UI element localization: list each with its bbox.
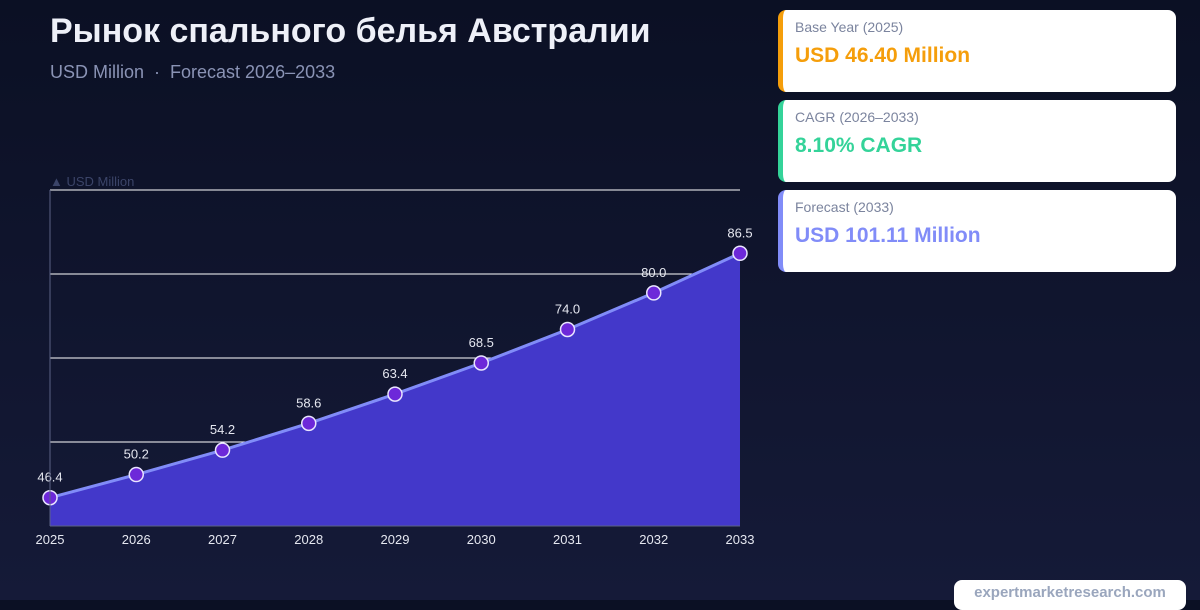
x-tick-label: 2033 bbox=[726, 532, 755, 547]
value-label: 50.2 bbox=[124, 447, 149, 462]
x-tick-label: 2031 bbox=[553, 532, 582, 547]
stat-card: Base Year (2025) USD 46.40 Million bbox=[778, 10, 1176, 92]
card-label: Base Year (2025) bbox=[795, 19, 904, 35]
stat-card: Forecast (2033) USD 101.11 Million bbox=[778, 190, 1176, 272]
card-value: USD 101.11 Million bbox=[795, 224, 981, 247]
marker bbox=[214, 442, 231, 458]
value-label: 86.5 bbox=[727, 225, 752, 240]
x-tick-label: 2029 bbox=[381, 532, 410, 547]
marker bbox=[646, 285, 662, 301]
chart: ▲ USD Million46.450.254.258.663.468.574.… bbox=[36, 174, 755, 547]
card-value: 8.10% CAGR bbox=[795, 134, 923, 157]
title: Рынок спального белья Австралии bbox=[50, 12, 651, 50]
x-tick-label: 2025 bbox=[36, 532, 65, 547]
marker bbox=[387, 386, 403, 402]
x-tick-label: 2030 bbox=[467, 532, 496, 547]
x-tick-label: 2027 bbox=[208, 532, 237, 547]
y-axis-label: ▲ USD Million bbox=[50, 174, 134, 189]
card-value: USD 46.40 Million bbox=[795, 44, 971, 67]
marker bbox=[301, 415, 317, 432]
subtitle: USD Million · Forecast 2026–2033 bbox=[50, 62, 336, 82]
marker bbox=[559, 321, 576, 338]
marker bbox=[473, 355, 489, 371]
footer: expertmarketresearch.com bbox=[954, 580, 1186, 610]
card-label: CAGR (2026–2033) bbox=[795, 109, 919, 125]
x-tick-label: 2032 bbox=[639, 532, 668, 547]
x-tick-label: 2026 bbox=[122, 532, 151, 547]
x-tick-label: 2028 bbox=[294, 532, 323, 547]
value-label: 63.4 bbox=[382, 366, 407, 381]
value-label: 74.0 bbox=[555, 301, 580, 316]
value-label: 68.5 bbox=[469, 335, 494, 350]
marker bbox=[732, 245, 748, 262]
marker bbox=[128, 466, 144, 483]
value-label: 54.2 bbox=[210, 422, 235, 437]
stat-card: CAGR (2026–2033) 8.10% CAGR bbox=[778, 100, 1176, 182]
card-label: Forecast (2033) bbox=[795, 199, 894, 215]
value-label: 58.6 bbox=[296, 395, 321, 410]
value-label: 80.0 bbox=[641, 265, 666, 280]
